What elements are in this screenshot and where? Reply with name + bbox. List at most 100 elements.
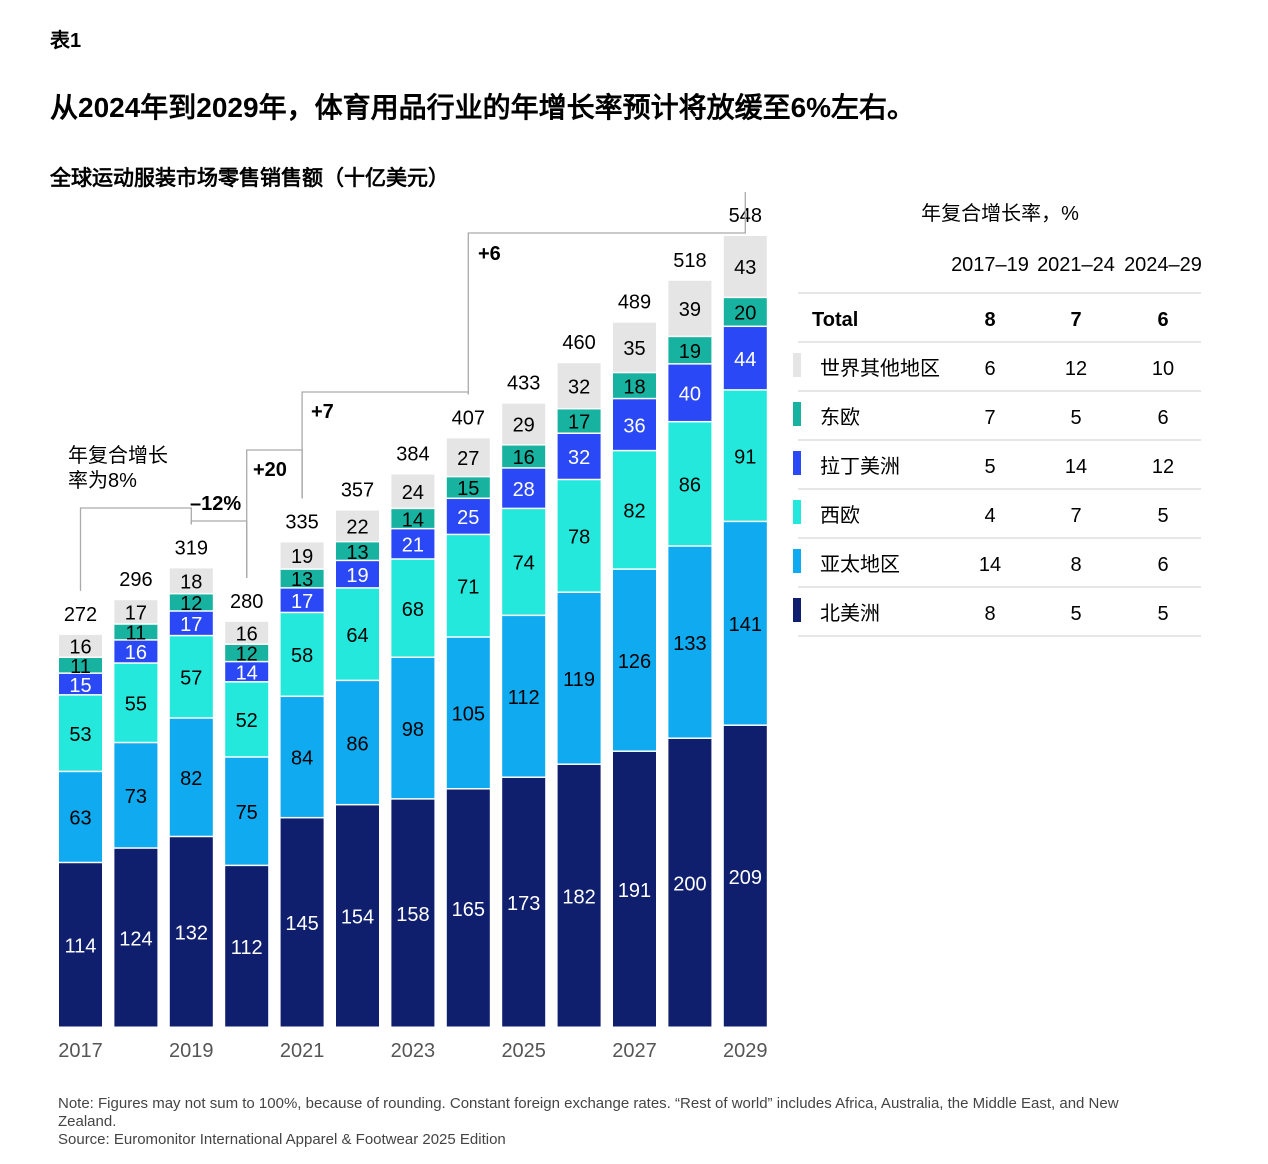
bar-segment bbox=[391, 509, 435, 528]
segment-label: 36 bbox=[623, 415, 645, 437]
bar-segment bbox=[225, 866, 269, 1027]
segment-label: 15 bbox=[457, 478, 479, 500]
total-label: 384 bbox=[396, 443, 429, 465]
bar-segment bbox=[336, 805, 379, 1027]
source-text: Source: Euromonitor International Appare… bbox=[58, 1131, 506, 1148]
segment-label: 15 bbox=[69, 675, 91, 697]
bar-segment bbox=[336, 542, 379, 560]
legend-swatch bbox=[793, 500, 801, 524]
table-cell: 4 bbox=[984, 505, 995, 527]
bar-segment bbox=[336, 681, 379, 804]
bar-segment bbox=[59, 863, 102, 1027]
bar-segment bbox=[502, 509, 546, 615]
segment-label: 17 bbox=[125, 602, 147, 624]
bar-segment bbox=[723, 522, 767, 725]
footnote: Note: Figures may not sum to 100%, becau… bbox=[58, 1095, 1158, 1149]
x-tick-label: 2025 bbox=[501, 1040, 546, 1062]
bar-segment bbox=[59, 673, 102, 695]
table-title: 年复合增长率，% bbox=[921, 202, 1079, 225]
segment-label: 28 bbox=[513, 479, 535, 501]
table-cell: 5 bbox=[1157, 603, 1168, 625]
bar-segment bbox=[336, 561, 379, 588]
segment-label: 91 bbox=[734, 446, 756, 468]
total-label: 272 bbox=[64, 604, 97, 626]
bar-segment bbox=[59, 634, 102, 657]
segment-label: 114 bbox=[65, 936, 97, 958]
bar-segment bbox=[668, 364, 712, 421]
bar-segment bbox=[557, 764, 601, 1027]
segment-label: 119 bbox=[563, 669, 595, 691]
bar-segment bbox=[280, 697, 324, 817]
segment-label: 14 bbox=[236, 662, 258, 684]
bar-segment bbox=[557, 434, 601, 479]
segment-label: 126 bbox=[618, 651, 651, 673]
segment-label: 22 bbox=[346, 516, 368, 538]
segment-label: 112 bbox=[508, 687, 540, 709]
segment-label: 52 bbox=[236, 710, 258, 732]
annotation-label: 率为8% bbox=[68, 469, 137, 492]
segment-label: 12 bbox=[236, 644, 258, 666]
segment-label: 57 bbox=[180, 668, 202, 690]
table-cell: 12 bbox=[1065, 358, 1087, 380]
segment-label: 58 bbox=[291, 645, 313, 667]
total-label: 280 bbox=[230, 591, 263, 613]
bar-segment bbox=[613, 399, 656, 450]
table-row-label: 东欧 bbox=[820, 406, 860, 429]
segment-label: 19 bbox=[679, 341, 701, 363]
segment-label: 16 bbox=[69, 636, 91, 658]
bar-segment bbox=[557, 592, 601, 764]
bar-segment bbox=[502, 616, 546, 777]
bar-segment bbox=[446, 499, 490, 534]
total-label: 407 bbox=[452, 407, 485, 429]
bar-segment bbox=[114, 663, 158, 742]
segment-label: 17 bbox=[568, 412, 590, 434]
bar-segment bbox=[446, 535, 490, 637]
total-label: 460 bbox=[562, 332, 595, 354]
total-label: 319 bbox=[175, 537, 208, 559]
bar-segment bbox=[114, 640, 158, 663]
segment-label: 19 bbox=[291, 546, 313, 568]
table-column-header: 2024–29 bbox=[1124, 254, 1202, 276]
segment-label: 86 bbox=[346, 733, 368, 755]
segment-label: 68 bbox=[402, 599, 424, 621]
bar-segment bbox=[59, 772, 102, 862]
segment-label: 132 bbox=[175, 923, 208, 945]
bar-segment bbox=[446, 789, 490, 1027]
table-cell: 12 bbox=[1152, 456, 1174, 478]
segment-label: 141 bbox=[729, 614, 762, 636]
segment-label: 73 bbox=[125, 786, 147, 808]
bar-segment bbox=[502, 777, 546, 1027]
bar-segment bbox=[225, 645, 269, 661]
table-cell: 14 bbox=[979, 554, 1001, 576]
segment-label: 21 bbox=[402, 535, 424, 557]
annotation-label: +20 bbox=[253, 459, 287, 481]
bar-segment bbox=[668, 422, 712, 546]
total-label: 518 bbox=[673, 250, 706, 272]
segment-label: 173 bbox=[507, 893, 540, 915]
table-cell: 6 bbox=[984, 358, 995, 380]
chart-subtitle: 全球运动服装市场零售销售额（十亿美元） bbox=[50, 167, 449, 190]
segment-label: 78 bbox=[568, 527, 590, 549]
bar-segment bbox=[557, 409, 601, 433]
x-tick-label: 2027 bbox=[612, 1040, 657, 1062]
table-cell: 5 bbox=[1157, 505, 1168, 527]
table-cell: 10 bbox=[1152, 358, 1174, 380]
annotation-label: 年复合增长 bbox=[68, 444, 168, 467]
segment-label: 43 bbox=[734, 257, 756, 279]
segment-label: 11 bbox=[70, 656, 91, 678]
segment-label: 40 bbox=[679, 384, 701, 406]
segment-label: 27 bbox=[457, 448, 479, 470]
bar-segment bbox=[169, 837, 213, 1027]
segment-label: 20 bbox=[734, 303, 756, 325]
annotation-label: +6 bbox=[478, 243, 501, 265]
segment-label: 19 bbox=[346, 565, 368, 587]
segment-label: 133 bbox=[673, 633, 706, 655]
bar-segment bbox=[280, 542, 324, 569]
legend-swatch bbox=[793, 598, 801, 622]
bar-segment bbox=[114, 600, 158, 624]
bar-segment bbox=[225, 621, 269, 644]
figure-label: 表1 bbox=[50, 30, 82, 52]
bar-segment bbox=[336, 588, 379, 680]
table-cell: 6 bbox=[1157, 407, 1168, 429]
legend-swatch bbox=[793, 353, 801, 377]
